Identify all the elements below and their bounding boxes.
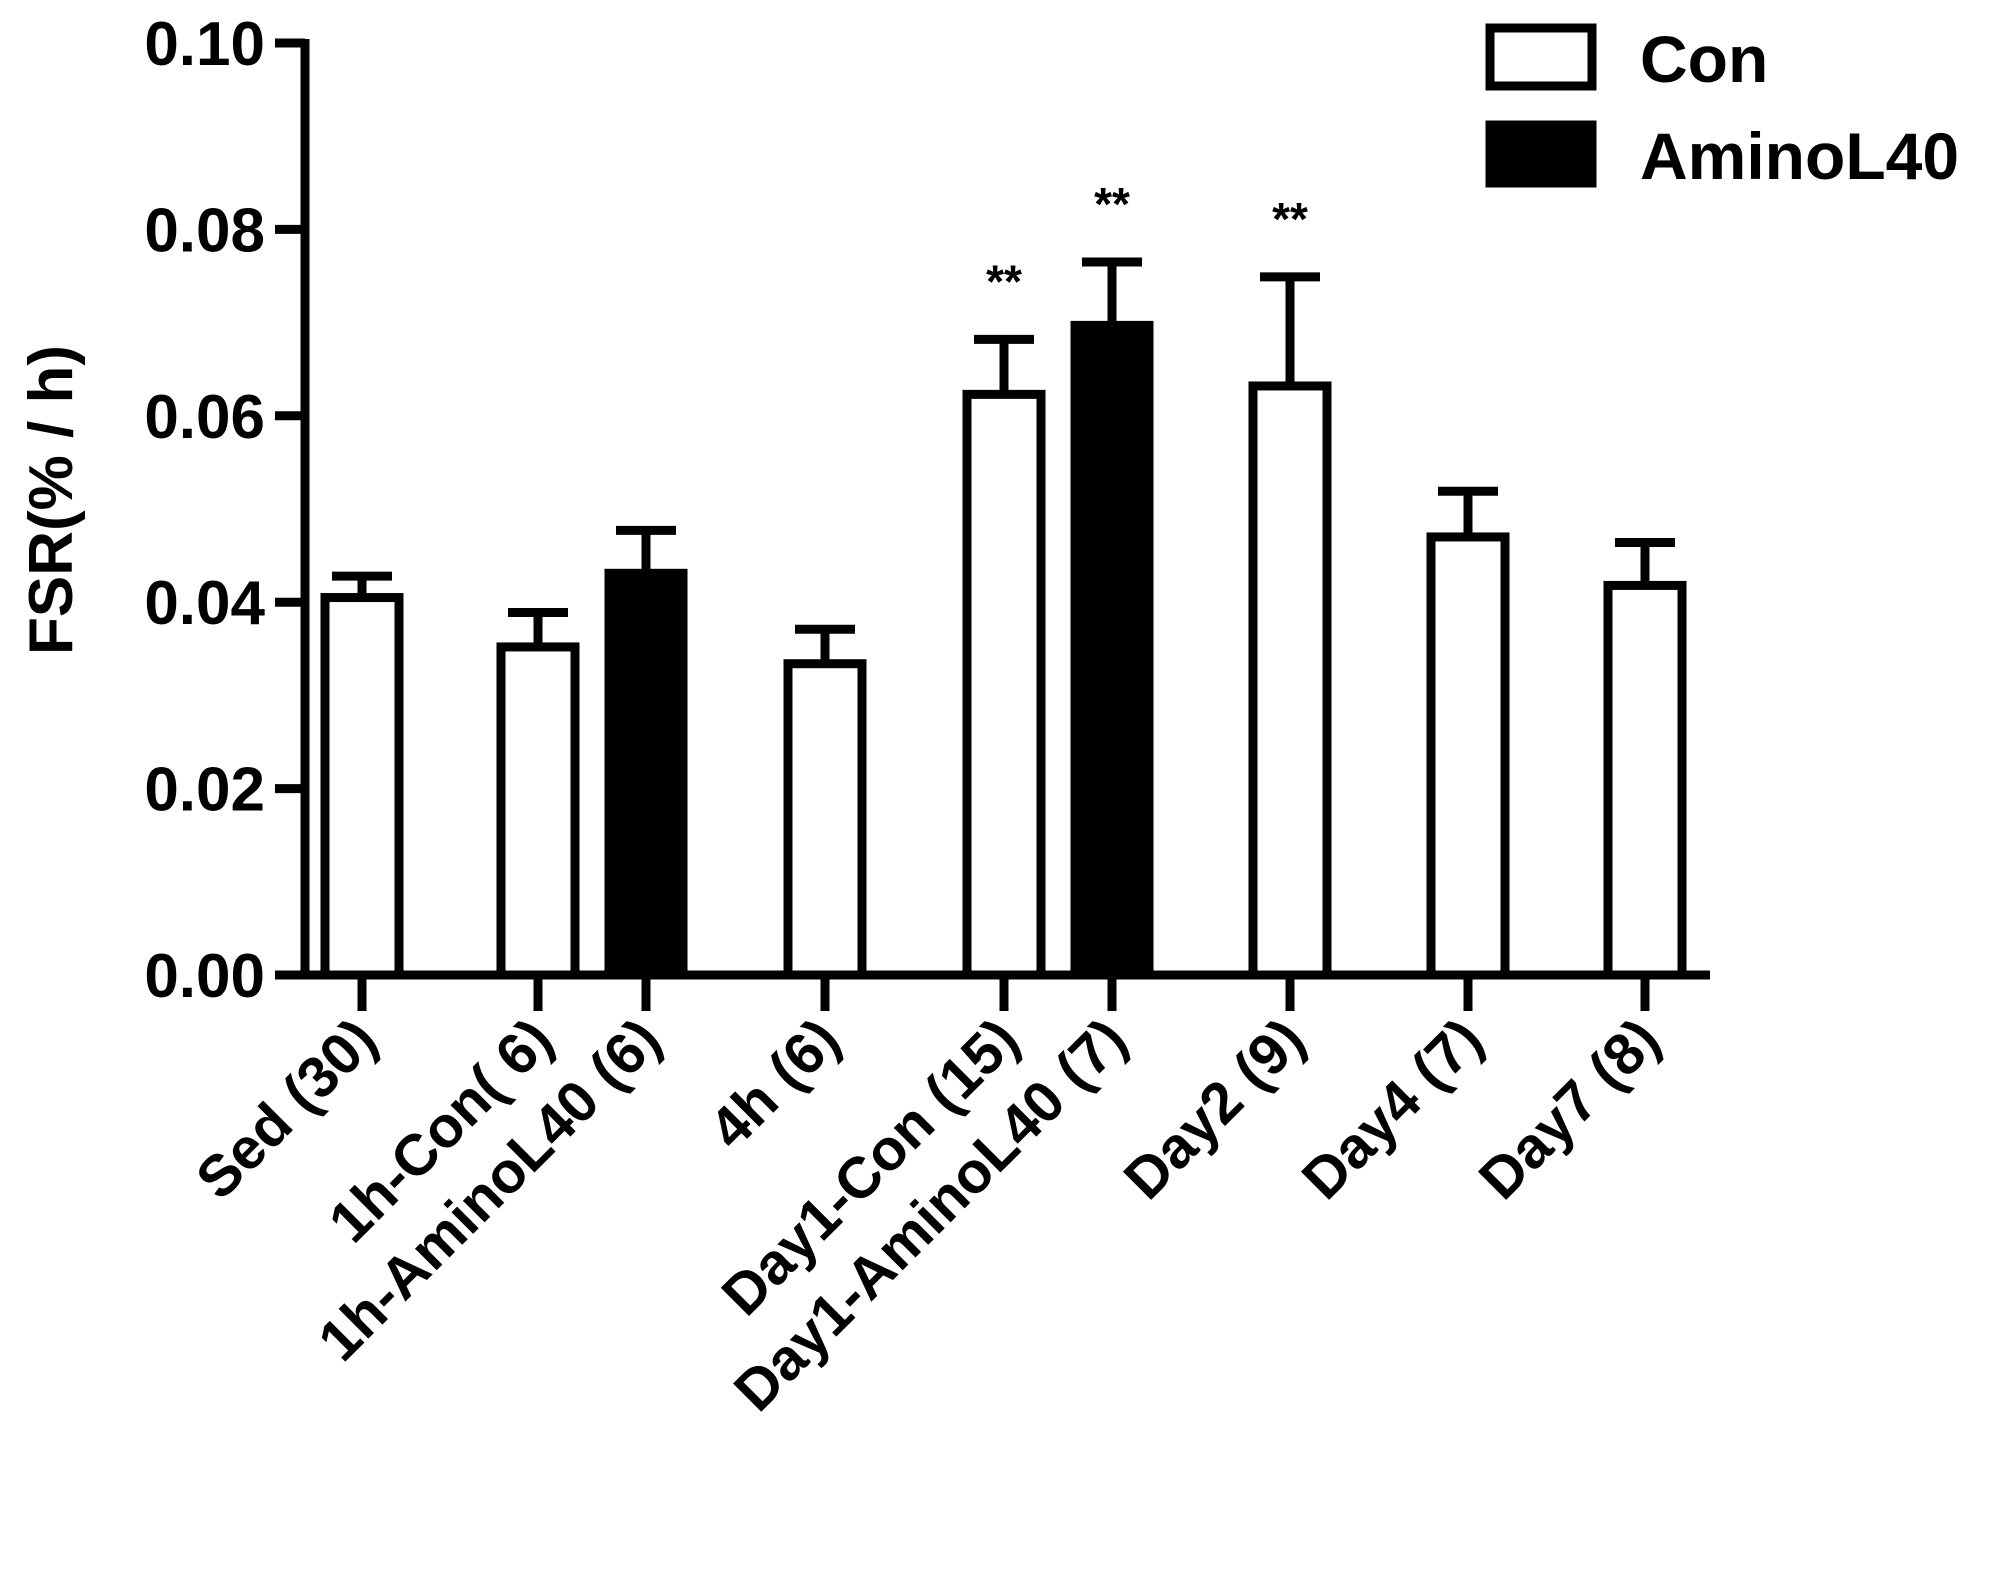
significance-label: **	[1094, 178, 1130, 230]
significance-label: **	[986, 255, 1022, 307]
legend-label: Con	[1640, 22, 1768, 96]
bar	[1603, 580, 1687, 980]
x-category-label: Day2 (9)	[1112, 1006, 1318, 1212]
x-category-label: Day7 (8)	[1467, 1006, 1673, 1212]
legend-item: Con	[1485, 22, 1768, 96]
legend-swatch	[1485, 120, 1597, 188]
bar	[1248, 381, 1332, 980]
y-axis-title: FSR(% / h)	[17, 345, 86, 655]
bar-group: 4h (6)	[697, 624, 867, 1162]
x-category-label: Day4 (7)	[1290, 1006, 1496, 1212]
bar	[962, 389, 1046, 980]
x-category-label: 4h (6)	[697, 1006, 852, 1161]
y-tick-label: 0.10	[144, 10, 265, 79]
bar	[783, 659, 867, 980]
legend-label: AminoL40	[1640, 119, 1959, 193]
y-axis: 0.00 0.02 0.04 0.06 0.08 0.10	[144, 10, 310, 1011]
legend: Con AminoL40	[1485, 22, 1959, 193]
y-tick-label: 0.04	[144, 569, 265, 638]
bar	[1426, 532, 1510, 980]
legend-item: AminoL40	[1485, 119, 1959, 193]
bar-group: Sed (30)	[184, 571, 404, 1212]
significance-label: **	[1272, 193, 1308, 245]
y-tick-label: 0.06	[144, 383, 265, 452]
bar	[496, 642, 580, 980]
bar	[604, 568, 688, 980]
y-tick-label: 0.00	[144, 942, 265, 1011]
y-tick-label: 0.02	[144, 756, 265, 825]
legend-swatch	[1485, 23, 1597, 91]
bar	[1070, 320, 1154, 980]
y-tick-label: 0.08	[144, 196, 265, 265]
bar	[320, 593, 404, 980]
bars-group: Sed (30)1h-Con( 6)1h-AminoL40 (6) 4h (6)D…	[184, 178, 1687, 1424]
